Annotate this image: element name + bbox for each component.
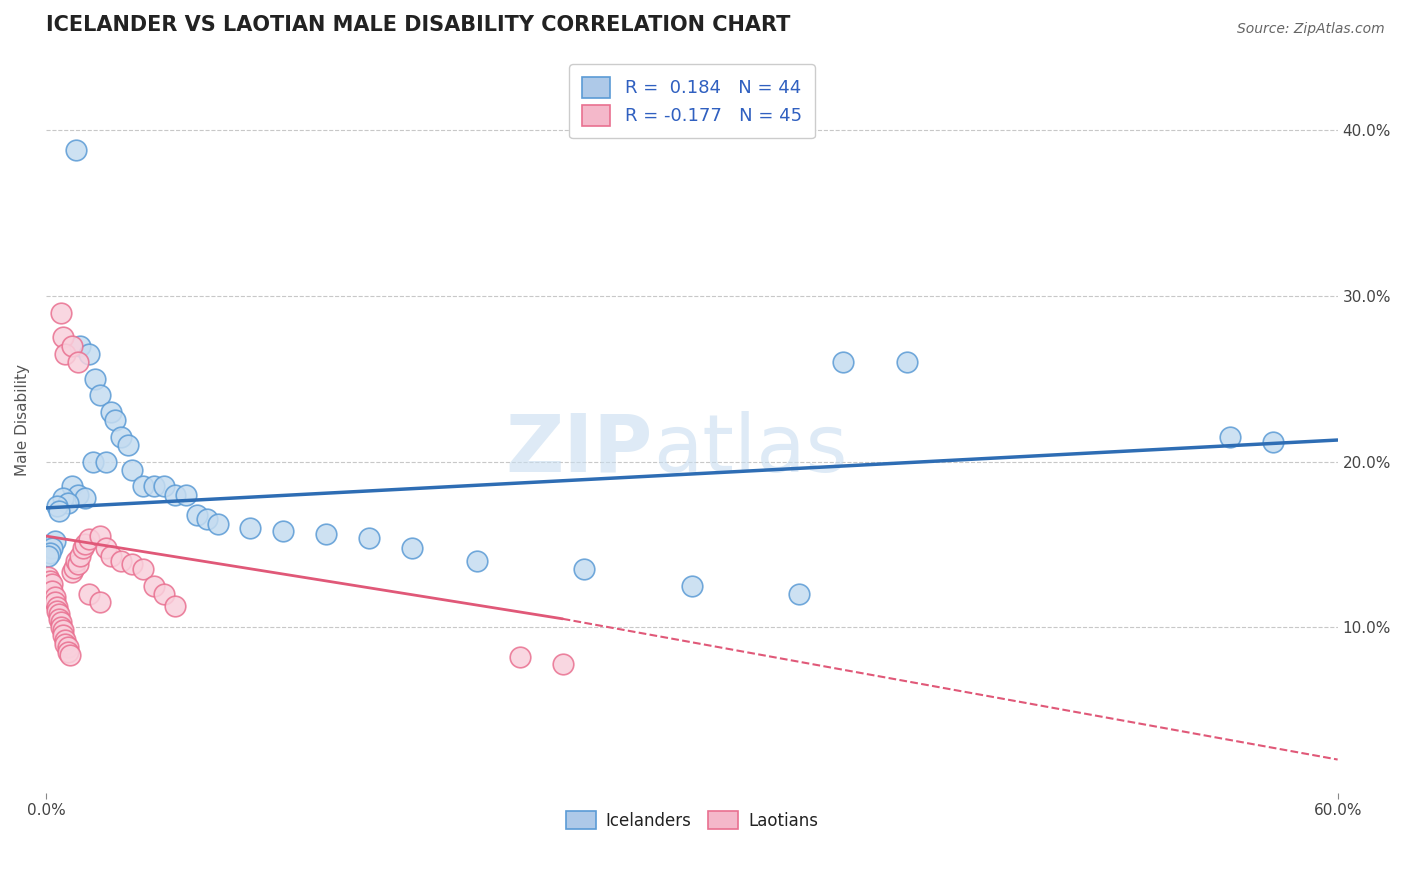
- Point: [117, 438, 139, 452]
- Point: [831, 355, 853, 369]
- Y-axis label: Male Disability: Male Disability: [15, 364, 30, 476]
- Point: [41, 583, 63, 598]
- Point: [509, 649, 531, 664]
- Point: [56, 496, 79, 510]
- Point: [39, 546, 62, 560]
- Point: [49, 615, 72, 629]
- Point: [49, 305, 72, 319]
- Point: [59, 648, 82, 663]
- Point: [63, 560, 86, 574]
- Point: [65, 554, 87, 568]
- Point: [110, 554, 132, 568]
- Point: [153, 479, 176, 493]
- Point: [48, 612, 70, 626]
- Point: [465, 554, 488, 568]
- Point: [82, 454, 104, 468]
- Point: [52, 491, 75, 505]
- Point: [44, 534, 66, 549]
- Point: [67, 355, 90, 369]
- Point: [60, 479, 83, 493]
- Point: [315, 527, 337, 541]
- Text: Source: ZipAtlas.com: Source: ZipAtlas.com: [1237, 22, 1385, 37]
- Point: [44, 595, 66, 609]
- Point: [60, 339, 83, 353]
- Point: [73, 491, 96, 505]
- Point: [56, 645, 79, 659]
- Point: [100, 405, 122, 419]
- Point: [100, 549, 122, 563]
- Point: [37, 549, 59, 563]
- Point: [45, 600, 67, 615]
- Point: [89, 529, 111, 543]
- Point: [165, 599, 187, 613]
- Point: [142, 579, 165, 593]
- Point: [896, 355, 918, 369]
- Point: [52, 628, 75, 642]
- Point: [789, 587, 811, 601]
- Point: [56, 640, 79, 654]
- Point: [132, 562, 155, 576]
- Point: [53, 637, 76, 651]
- Point: [48, 504, 70, 518]
- Point: [65, 144, 87, 158]
- Point: [271, 524, 294, 538]
- Point: [142, 479, 165, 493]
- Point: [572, 562, 595, 576]
- Point: [52, 624, 75, 638]
- Point: [174, 488, 197, 502]
- Point: [89, 388, 111, 402]
- Point: [1261, 434, 1284, 449]
- Legend: Icelanders, Laotians: Icelanders, Laotians: [558, 805, 825, 837]
- Point: [73, 537, 96, 551]
- Point: [60, 566, 83, 580]
- Point: [551, 657, 574, 671]
- Point: [44, 591, 66, 605]
- Point: [69, 339, 91, 353]
- Point: [197, 512, 219, 526]
- Point: [110, 430, 132, 444]
- Point: [681, 579, 703, 593]
- Text: ICELANDER VS LAOTIAN MALE DISABILITY CORRELATION CHART: ICELANDER VS LAOTIAN MALE DISABILITY COR…: [46, 15, 790, 35]
- Point: [401, 541, 423, 555]
- Point: [37, 570, 59, 584]
- Point: [186, 508, 208, 522]
- Point: [239, 521, 262, 535]
- Point: [121, 558, 143, 572]
- Point: [96, 541, 118, 555]
- Point: [207, 517, 229, 532]
- Point: [67, 558, 90, 572]
- Point: [67, 488, 90, 502]
- Point: [77, 533, 100, 547]
- Point: [1219, 430, 1241, 444]
- Point: [77, 587, 100, 601]
- Point: [89, 595, 111, 609]
- Point: [72, 541, 94, 555]
- Text: ZIP: ZIP: [506, 411, 652, 489]
- Text: atlas: atlas: [652, 411, 848, 489]
- Point: [49, 620, 72, 634]
- Point: [52, 330, 75, 344]
- Point: [41, 541, 63, 555]
- Point: [77, 347, 100, 361]
- Point: [39, 574, 62, 588]
- Point: [69, 549, 91, 563]
- Point: [121, 463, 143, 477]
- Point: [48, 607, 70, 621]
- Point: [153, 587, 176, 601]
- Point: [53, 633, 76, 648]
- Point: [53, 347, 76, 361]
- Point: [45, 603, 67, 617]
- Point: [165, 488, 187, 502]
- Point: [104, 413, 127, 427]
- Point: [41, 577, 63, 591]
- Point: [132, 479, 155, 493]
- Point: [84, 372, 107, 386]
- Point: [357, 531, 380, 545]
- Point: [45, 500, 67, 514]
- Point: [96, 454, 118, 468]
